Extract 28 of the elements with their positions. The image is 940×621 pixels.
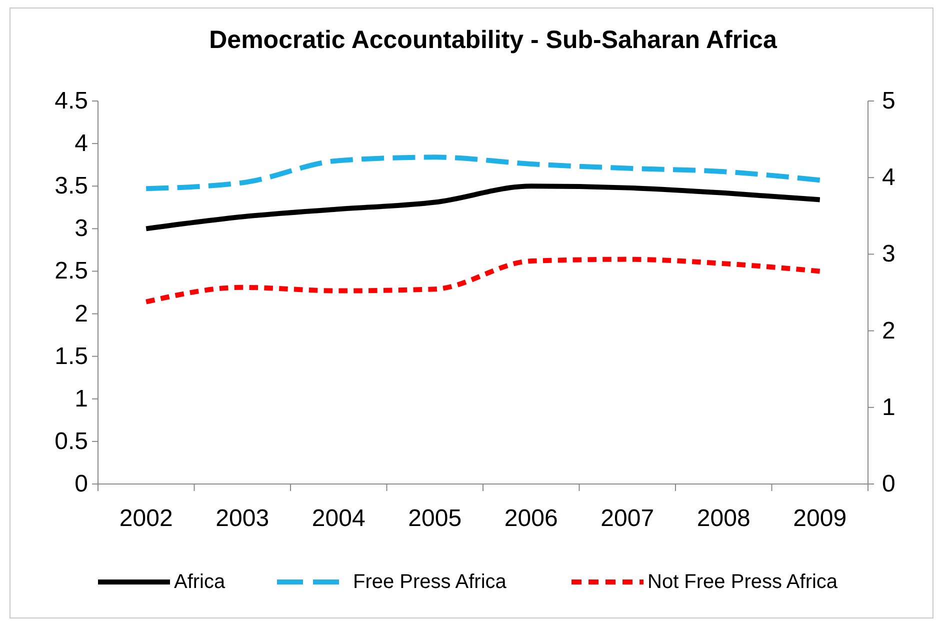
y-tick-label: 2 [74,300,88,328]
x-tick-label: 2006 [504,505,558,532]
x-tick-label: 2003 [216,505,270,532]
x-tick-label: 2007 [600,505,654,532]
y-tick-label: 0.5 [54,428,88,455]
y2-tick-label: 0 [882,470,896,498]
y2-tick-label: 3 [882,240,896,268]
y2-tick-label: 4 [882,164,896,192]
x-tick-label: 2005 [408,505,462,532]
y-tick-label: 1 [74,385,88,412]
legend-label: Africa [174,571,226,593]
y-tick-label: 3 [74,215,88,242]
y-tick-label: 3.5 [54,172,88,200]
y2-tick-label: 5 [882,88,896,114]
legend-label: Free Press Africa [353,571,508,593]
y2-tick-label: 2 [882,317,896,344]
x-tick-label: 2008 [696,505,750,532]
chart-title: Democratic Accountability - Sub-Saharan Africa [209,26,778,54]
y-tick-label: 4 [74,130,88,158]
y-tick-label: 2.5 [54,258,88,285]
y-tick-label: 4.5 [54,88,88,114]
x-tick-label: 2002 [119,505,173,532]
y2-tick-label: 1 [882,394,896,421]
x-tick-label: 2009 [793,505,847,532]
y-tick-label: 0 [74,470,88,498]
legend-label: Not Free Press Africa [648,571,838,593]
y-tick-label: 1.5 [54,342,88,370]
x-tick-label: 2004 [312,505,366,532]
